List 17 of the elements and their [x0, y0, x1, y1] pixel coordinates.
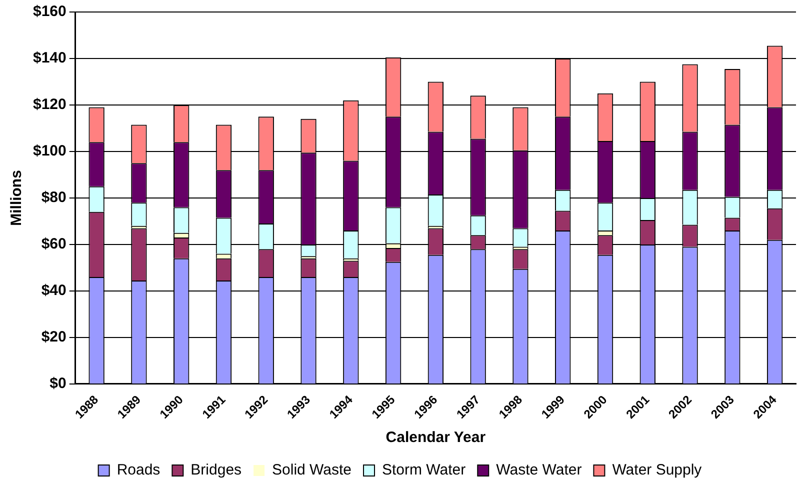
- y-tick-label: $100: [32, 142, 66, 160]
- y-tick-label: $20: [41, 328, 66, 346]
- legend-label: Waste Water: [496, 462, 582, 479]
- legend-label: Storm Water: [382, 462, 466, 479]
- y-tick-label: $80: [41, 189, 66, 206]
- y-tick-label: $140: [32, 50, 66, 67]
- y-tick-label: $40: [41, 282, 66, 300]
- y-axis-title: Millions: [8, 170, 26, 226]
- y-tick-label: $0: [50, 375, 66, 392]
- legend-label: Roads: [116, 462, 160, 479]
- legend-label: Bridges: [190, 462, 242, 479]
- x-axis-title: Calendar Year: [386, 429, 486, 446]
- legend-label: Water Supply: [612, 462, 702, 479]
- legend-label: Solid Waste: [272, 462, 352, 479]
- y-tick-label: $60: [41, 236, 66, 253]
- y-tick-label: $120: [32, 96, 66, 114]
- y-tick-label: $160: [32, 3, 66, 20]
